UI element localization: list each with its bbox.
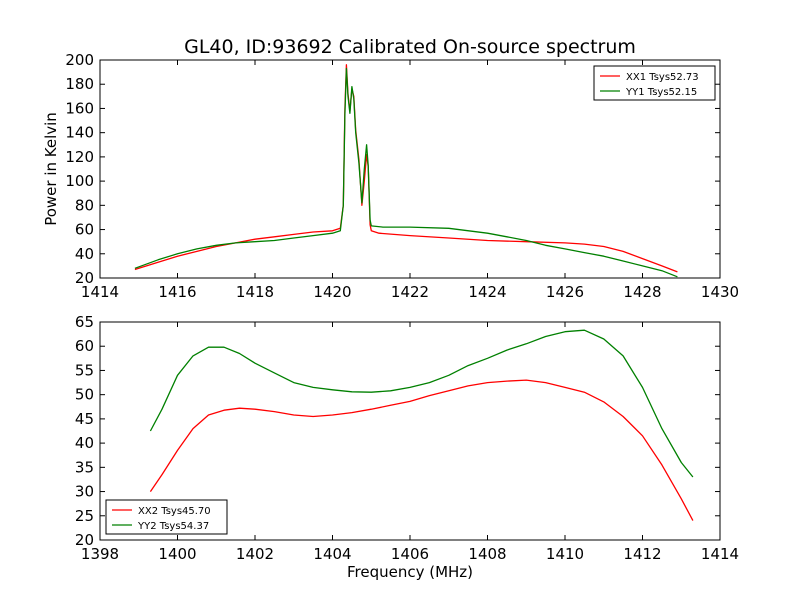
x-tick-label-bottom-7: 1412 [623,545,661,563]
legend-label-top-1: YY1 Tsys52.15 [625,87,697,98]
legend-box-bottom [105,499,228,535]
y-tick-label-top-9: 200 [65,51,94,69]
series-lines-top [134,64,678,278]
x-tick-label-top-1: 1416 [158,283,196,301]
series-lines-bottom [149,329,694,521]
y-tick-label-top-8: 180 [65,75,94,93]
x-tick-label-top-5: 1424 [468,283,506,301]
x-tick-label-top-8: 1430 [701,283,739,301]
x-tick-label-bottom-0: 1398 [81,545,119,563]
y-tick-label-bottom-6: 50 [75,386,94,404]
y-tick-label-bottom-4: 40 [75,434,94,452]
series-line-bottom-1 [149,329,694,478]
legend-label-bottom-0: XX2 Tsys45.70 [138,506,211,517]
x-tick-label-bottom-3: 1404 [313,545,351,563]
chart-title: GL40, ID:93692 Calibrated On-source spec… [184,36,636,58]
y-tick-label-bottom-3: 35 [75,458,94,476]
y-tick-label-bottom-5: 45 [75,410,94,428]
legend-top: XX1 Tsys52.73 YY1 Tsys52.15 [593,65,716,101]
y-tick-label-top-3: 80 [75,196,94,214]
y-tick-label-bottom-7: 55 [75,361,94,379]
y-tick-label-bottom-8: 60 [75,337,94,355]
x-tick-label-top-0: 1414 [81,283,119,301]
x-tick-label-bottom-1: 1400 [158,545,196,563]
y-axis-label-top: Power in Kelvin [42,112,60,226]
x-tick-label-bottom-4: 1406 [391,545,429,563]
y-tick-label-top-5: 120 [65,148,94,166]
x-tick-label-bottom-2: 1402 [236,545,274,563]
y-tick-label-bottom-0: 20 [75,531,94,549]
x-tick-label-bottom-8: 1414 [701,545,739,563]
x-tick-label-top-7: 1428 [623,283,661,301]
x-tick-label-top-6: 1426 [546,283,584,301]
x-axis-label-bottom: Frequency (MHz) [347,563,473,581]
series-line-top-1 [134,67,678,278]
y-tick-label-top-2: 60 [75,221,94,239]
chart-panel-top: 1414 1416 1418 1420 1422 1424 1426 1428 1430 20 40… [42,51,739,301]
y-tick-label-top-7: 160 [65,99,94,117]
legend-bottom: XX2 Tsys45.70 YY2 Tsys54.37 [105,499,228,535]
y-tick-label-top-1: 40 [75,245,94,263]
chart-panel-bottom: 1398 1400 1402 1404 1406 1408 1410 1412 1414 20 25… [75,313,739,581]
legend-box-top [593,65,716,101]
x-tick-label-top-4: 1422 [391,283,429,301]
x-tick-label-top-2: 1418 [236,283,274,301]
y-tick-label-top-0: 20 [75,269,94,287]
legend-label-bottom-1: YY2 Tsys54.37 [137,521,209,532]
y-tick-label-bottom-9: 65 [75,313,94,331]
y-tick-label-bottom-1: 25 [75,507,94,525]
y-tick-label-top-4: 100 [65,172,94,190]
series-line-bottom-0 [149,379,694,521]
legend-label-top-0: XX1 Tsys52.73 [626,72,699,83]
x-tick-label-bottom-6: 1410 [546,545,584,563]
y-tick-label-bottom-2: 30 [75,483,94,501]
x-tick-label-top-3: 1420 [313,283,351,301]
x-tick-label-bottom-5: 1408 [468,545,506,563]
y-tick-label-top-6: 140 [65,124,94,142]
